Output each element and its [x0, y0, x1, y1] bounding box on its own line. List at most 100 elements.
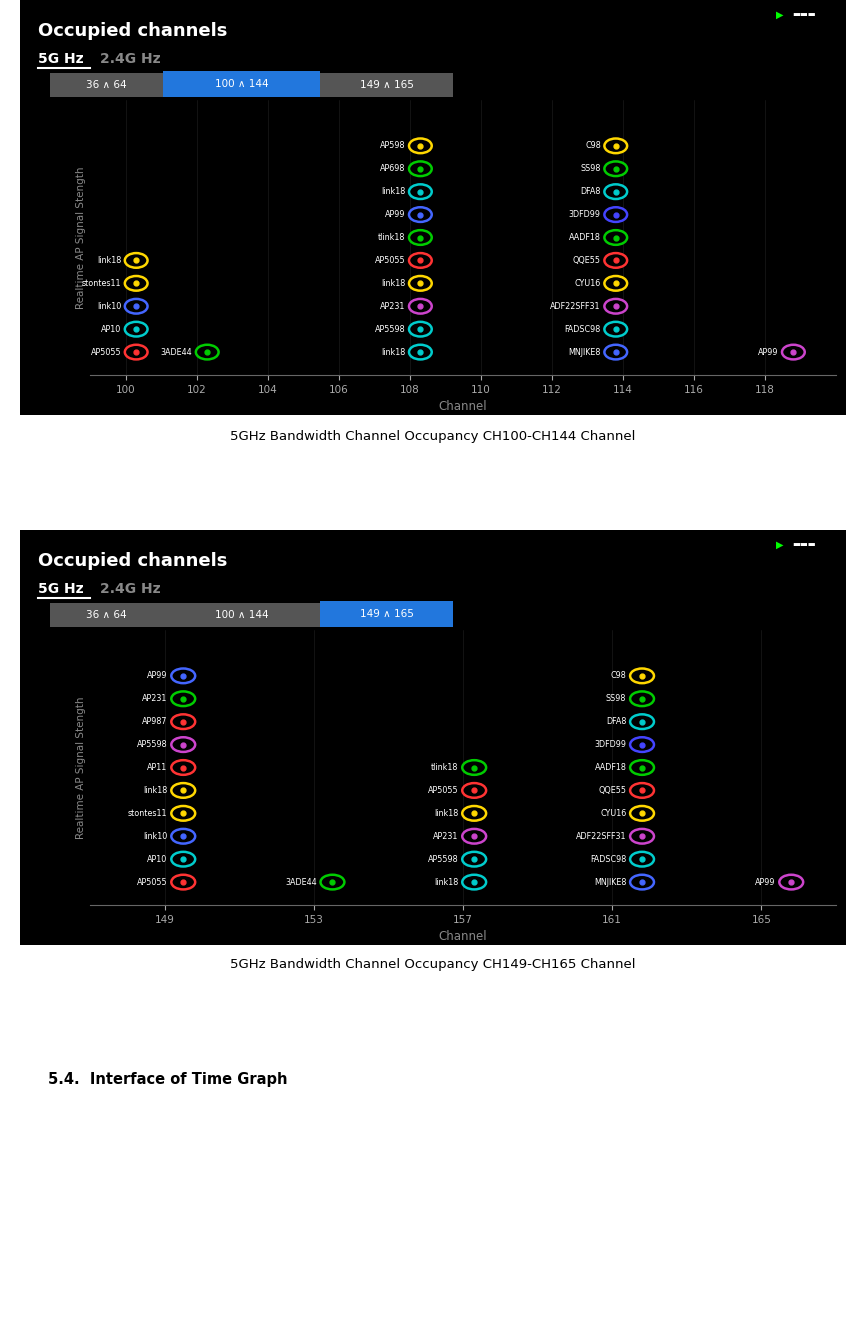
Circle shape: [782, 345, 805, 359]
Circle shape: [320, 874, 345, 889]
Circle shape: [630, 737, 654, 752]
Circle shape: [604, 161, 627, 176]
Circle shape: [125, 253, 147, 268]
Text: AP5055: AP5055: [91, 347, 121, 357]
Circle shape: [171, 783, 195, 797]
Circle shape: [409, 299, 432, 314]
Circle shape: [125, 345, 147, 359]
Text: link18: link18: [144, 785, 168, 795]
Text: 2.4G Hz: 2.4G Hz: [100, 582, 160, 596]
Circle shape: [409, 161, 432, 176]
Circle shape: [630, 852, 654, 866]
Text: 100 ∧ 144: 100 ∧ 144: [215, 79, 268, 89]
Circle shape: [409, 322, 432, 337]
Circle shape: [171, 737, 195, 752]
Text: SS98: SS98: [606, 695, 626, 703]
Text: DFA8: DFA8: [580, 188, 601, 196]
Text: link10: link10: [97, 302, 121, 310]
Text: ▶: ▶: [776, 540, 784, 550]
Text: AP10: AP10: [147, 855, 168, 864]
Circle shape: [630, 874, 654, 889]
Text: AP99: AP99: [755, 877, 776, 886]
Text: AP11: AP11: [147, 763, 168, 772]
Circle shape: [604, 253, 627, 268]
Text: 3ADE44: 3ADE44: [285, 877, 317, 886]
Text: AP5055: AP5055: [428, 785, 458, 795]
Text: MNJIKE8: MNJIKE8: [568, 347, 601, 357]
Text: CYU16: CYU16: [600, 809, 626, 817]
Circle shape: [604, 322, 627, 337]
Circle shape: [125, 276, 147, 290]
Circle shape: [462, 852, 486, 866]
Circle shape: [630, 760, 654, 775]
Text: CYU16: CYU16: [574, 278, 601, 287]
Text: tlink18: tlink18: [378, 233, 405, 242]
Circle shape: [604, 184, 627, 200]
Circle shape: [409, 276, 432, 290]
Text: 36 ∧ 64: 36 ∧ 64: [87, 610, 126, 620]
Circle shape: [196, 345, 218, 359]
Text: 100 ∧ 144: 100 ∧ 144: [215, 610, 268, 620]
Text: C98: C98: [585, 141, 601, 150]
Text: FADSC98: FADSC98: [590, 855, 626, 864]
Text: 5G Hz: 5G Hz: [38, 582, 84, 596]
Text: MNJIKE8: MNJIKE8: [594, 877, 626, 886]
Circle shape: [630, 829, 654, 844]
Text: 5.4.  Interface of Time Graph: 5.4. Interface of Time Graph: [48, 1071, 288, 1087]
Text: QQE55: QQE55: [598, 785, 626, 795]
Text: 149 ∧ 165: 149 ∧ 165: [359, 610, 413, 619]
Circle shape: [171, 715, 195, 729]
Text: AP598: AP598: [380, 141, 405, 150]
Circle shape: [630, 691, 654, 705]
Y-axis label: Realtime AP Signal Stength: Realtime AP Signal Stength: [76, 696, 86, 839]
Text: link18: link18: [381, 347, 405, 357]
Text: AP5598: AP5598: [375, 325, 405, 334]
Text: 5GHz Bandwidth Channel Occupancy CH149-CH165 Channel: 5GHz Bandwidth Channel Occupancy CH149-C…: [230, 958, 636, 972]
Text: tlink18: tlink18: [431, 763, 458, 772]
Text: AP99: AP99: [147, 671, 168, 680]
Text: 3DFD99: 3DFD99: [569, 210, 601, 220]
Text: link10: link10: [144, 832, 168, 841]
Text: AP987: AP987: [142, 717, 168, 727]
Circle shape: [630, 668, 654, 683]
Circle shape: [462, 807, 486, 821]
Circle shape: [171, 668, 195, 683]
Circle shape: [604, 299, 627, 314]
Circle shape: [779, 874, 803, 889]
Circle shape: [171, 807, 195, 821]
Circle shape: [409, 230, 432, 245]
Text: stontes11: stontes11: [128, 809, 168, 817]
Text: AP10: AP10: [101, 325, 121, 334]
Text: ▶: ▶: [776, 11, 784, 20]
Text: AP231: AP231: [142, 695, 168, 703]
Text: Occupied channels: Occupied channels: [38, 23, 228, 40]
Circle shape: [409, 208, 432, 222]
Text: AP5055: AP5055: [375, 256, 405, 265]
Circle shape: [125, 322, 147, 337]
Circle shape: [171, 829, 195, 844]
Text: Occupied channels: Occupied channels: [38, 552, 228, 570]
Text: 3ADE44: 3ADE44: [161, 347, 192, 357]
Text: ADF22SFF31: ADF22SFF31: [576, 832, 626, 841]
Circle shape: [462, 783, 486, 797]
Text: AP231: AP231: [433, 832, 458, 841]
Text: FADSC98: FADSC98: [565, 325, 601, 334]
Circle shape: [171, 760, 195, 775]
Text: 36 ∧ 64: 36 ∧ 64: [87, 80, 126, 91]
Text: SS98: SS98: [580, 164, 601, 173]
Circle shape: [171, 691, 195, 705]
Text: link18: link18: [381, 188, 405, 196]
Circle shape: [604, 345, 627, 359]
Text: AP698: AP698: [380, 164, 405, 173]
Circle shape: [462, 760, 486, 775]
Circle shape: [409, 138, 432, 153]
Text: AADF18: AADF18: [569, 233, 601, 242]
Text: ▬▬▬: ▬▬▬: [792, 11, 816, 19]
Text: 2.4G Hz: 2.4G Hz: [100, 52, 160, 67]
Circle shape: [630, 807, 654, 821]
Text: AP5598: AP5598: [137, 740, 168, 749]
Text: AP5055: AP5055: [137, 877, 168, 886]
Text: AP99: AP99: [758, 347, 779, 357]
Text: link18: link18: [381, 278, 405, 287]
Text: stontes11: stontes11: [81, 278, 121, 287]
